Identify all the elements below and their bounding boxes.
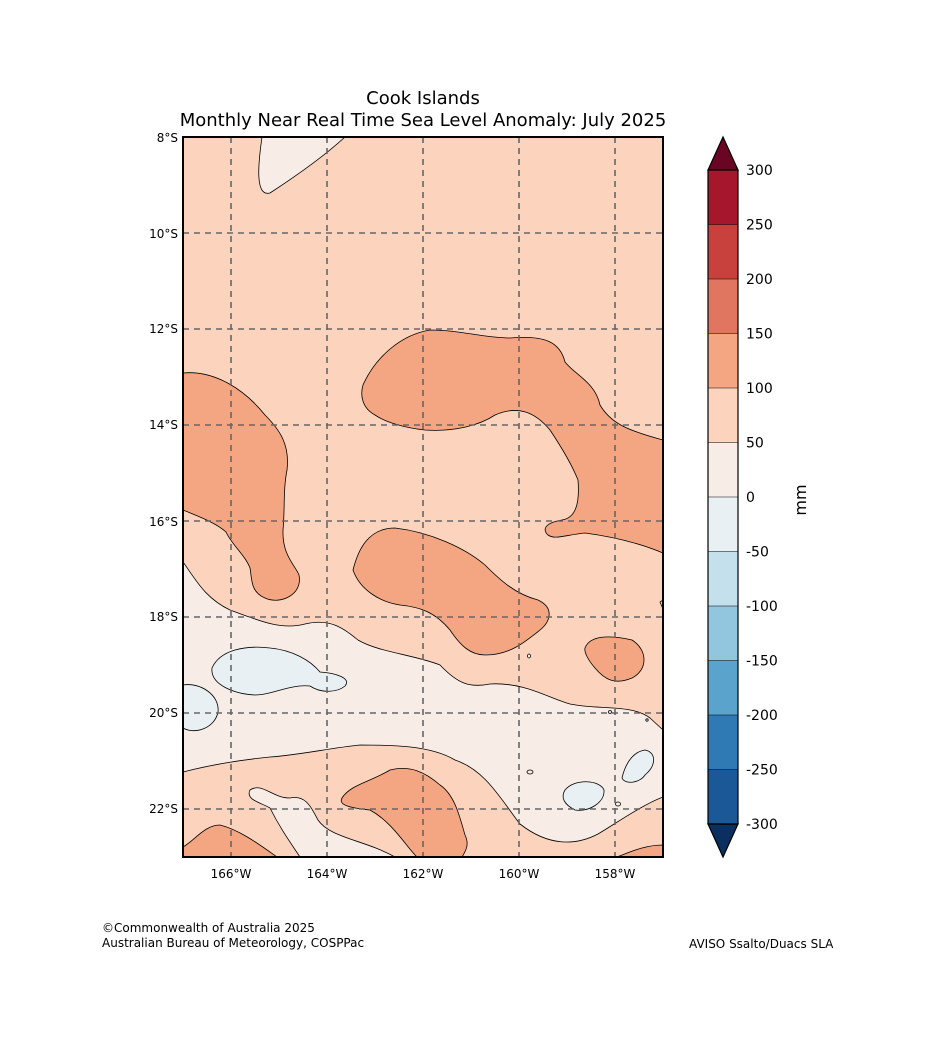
lon-tick-label: 158°W: [595, 867, 636, 881]
colorbar-band: [708, 442, 738, 497]
lat-tick-label: 12°S: [149, 322, 178, 336]
lat-tick-label: 10°S: [149, 227, 178, 241]
map-title: Cook Islands: [366, 88, 480, 109]
anomaly-100-150-region-southeast: [616, 844, 663, 857]
lon-tick-label: 162°W: [403, 867, 444, 881]
lat-tick-label: 20°S: [149, 706, 178, 720]
anomaly-100-150-region-central: [352, 527, 550, 656]
colorbar-band: [708, 497, 738, 552]
colorbar-band: [708, 224, 738, 279]
colorbar-band: [708, 388, 738, 443]
anomaly-0-50-region-north: [258, 137, 346, 194]
lon-tick-label: 164°W: [307, 867, 348, 881]
map-gridlines: [183, 137, 663, 857]
lat-tick-label: 16°S: [149, 515, 178, 529]
colorbar-band: [708, 660, 738, 715]
lat-tick-label: 18°S: [149, 610, 178, 624]
colorbar-tick-label: 50: [746, 436, 764, 452]
copyright-credit: ©Commonwealth of Australia 2025: [102, 921, 315, 935]
map-subtitle: Monthly Near Real Time Sea Level Anomaly…: [179, 110, 667, 131]
anomaly-0-50-region-southwest: [248, 787, 396, 857]
colorbar-tick-label: -100: [746, 599, 778, 615]
island-marker: [526, 769, 534, 775]
anomaly-minus50-0-region-1: [211, 646, 347, 696]
colorbar-tick-label: 150: [746, 327, 773, 343]
lat-tick-label: 14°S: [149, 418, 178, 432]
colorbar-tick-label: 300: [746, 163, 773, 179]
map-frame: [182, 136, 664, 858]
colorbar-extend-max: [707, 135, 739, 171]
lat-tick-label: 22°S: [149, 802, 178, 816]
colorbar-tick-label: -250: [746, 763, 778, 779]
lat-tick-label: 8°S: [157, 131, 178, 145]
island-marker: [527, 653, 531, 659]
island-marker: [615, 801, 621, 807]
agency-credit: Australian Bureau of Meteorology, COSPPa…: [102, 936, 365, 950]
colorbar-band: [708, 279, 738, 334]
anomaly-100-150-region-south: [340, 768, 468, 857]
anomaly-minus50-0-region-3: [562, 781, 605, 811]
anomaly-minus50-0-region-4: [621, 749, 655, 783]
colorbar-band: [708, 551, 738, 606]
colorbar: 300 250 200 150 100 50 0 -50 -100 -150 -200 -250 -30…: [707, 135, 778, 859]
island-marker: [608, 710, 612, 714]
colorbar-band: [708, 715, 738, 770]
anomaly-100-150-region-north: [361, 329, 663, 554]
colorbar-tick-label: -200: [746, 708, 778, 724]
colorbar-tick-label: -150: [746, 654, 778, 670]
colorbar-unit-label: mm: [791, 484, 810, 515]
colorbar-band: [708, 333, 738, 388]
data-source-credit: AVISO Ssalto/Duacs SLA: [689, 937, 834, 951]
colorbar-tick-label: -300: [746, 817, 778, 833]
lon-tick-label: 166°W: [211, 867, 252, 881]
colorbar-tick-label: 250: [746, 218, 773, 234]
colorbar-band: [708, 606, 738, 661]
colorbar-extend-min: [707, 823, 739, 859]
anomaly-100-150-region-southwest: [183, 824, 278, 857]
colorbar-tick-label: 200: [746, 272, 773, 288]
colorbar-tick-label: 100: [746, 381, 773, 397]
anomaly-100-150-region-west: [183, 372, 300, 601]
colorbar-band: [708, 170, 738, 225]
colorbar-tick-label: -50: [746, 545, 769, 561]
island-marker: [645, 718, 649, 722]
colorbar-band: [708, 769, 738, 824]
anomaly-minus50-0-region-2: [183, 684, 219, 732]
lon-tick-label: 160°W: [499, 867, 540, 881]
colorbar-tick-label: 0: [746, 490, 755, 506]
